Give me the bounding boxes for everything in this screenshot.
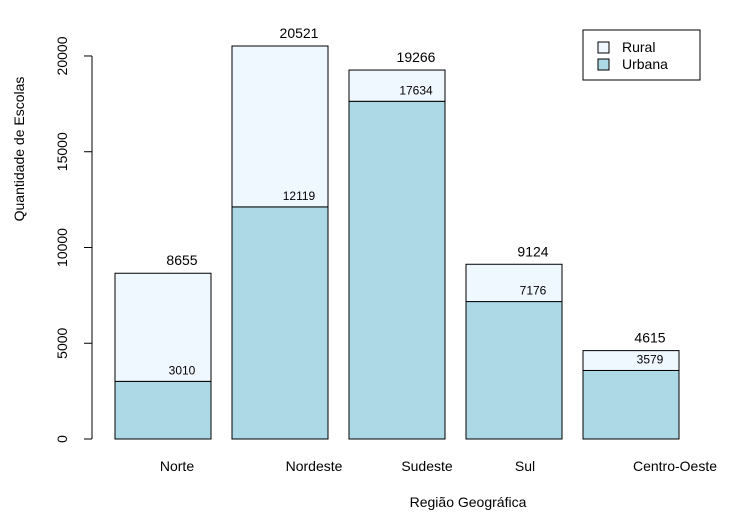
legend-label: Rural bbox=[622, 39, 655, 55]
urban-value-label: 12119 bbox=[283, 189, 316, 203]
urban-value-label: 17634 bbox=[399, 83, 433, 97]
total-value-label: 9124 bbox=[517, 243, 548, 259]
total-value-label: 8655 bbox=[166, 252, 197, 268]
total-value-label: 4615 bbox=[634, 330, 665, 346]
urban-value-label: 7176 bbox=[520, 284, 547, 298]
total-value-label: 20521 bbox=[280, 25, 319, 41]
bar-urbana bbox=[465, 301, 563, 440]
x-tick-labels: Norte Nordeste Sudeste Sul Centro-Oeste bbox=[160, 458, 717, 474]
bars bbox=[114, 45, 680, 440]
x-tick-label: Sul bbox=[515, 458, 535, 474]
urban-value-label: 3579 bbox=[637, 352, 664, 366]
legend-swatch bbox=[597, 58, 610, 71]
y-tick-label: 20000 bbox=[54, 36, 70, 75]
bar-rural bbox=[231, 45, 329, 208]
legend-swatch bbox=[597, 41, 610, 54]
bar-urbana bbox=[114, 380, 212, 440]
x-tick-label: Centro-Oeste bbox=[633, 458, 717, 474]
y-tick-label: 15000 bbox=[54, 132, 70, 171]
y-axis-title: Quantidade de Escolas bbox=[11, 77, 27, 222]
y-tick-label: 5000 bbox=[54, 327, 70, 358]
legend-label: Urbana bbox=[622, 56, 668, 72]
bar-rural bbox=[348, 69, 446, 102]
y-tick-label: 10000 bbox=[54, 228, 70, 267]
bar-urbana bbox=[231, 206, 329, 440]
x-axis-title: Região Geográfica bbox=[410, 494, 527, 510]
legend-box bbox=[582, 29, 701, 81]
bar-rural bbox=[582, 350, 680, 371]
y-axis: 0 5000 10000 15000 20000 bbox=[54, 36, 93, 443]
bar-rural bbox=[114, 272, 212, 382]
y-tick-label: 0 bbox=[54, 435, 70, 443]
urban-value-label: 3010 bbox=[169, 363, 196, 377]
bar-rural bbox=[465, 263, 563, 303]
bar-urbana bbox=[582, 369, 680, 440]
bar-urbana bbox=[348, 100, 446, 440]
total-value-label: 19266 bbox=[397, 49, 436, 65]
value-labels: 8655 3010 20521 12119 19266 17634 9124 7176 4615… bbox=[166, 25, 665, 377]
x-tick-label: Sudeste bbox=[401, 458, 453, 474]
x-tick-label: Nordeste bbox=[286, 458, 343, 474]
x-tick-label: Norte bbox=[160, 458, 194, 474]
